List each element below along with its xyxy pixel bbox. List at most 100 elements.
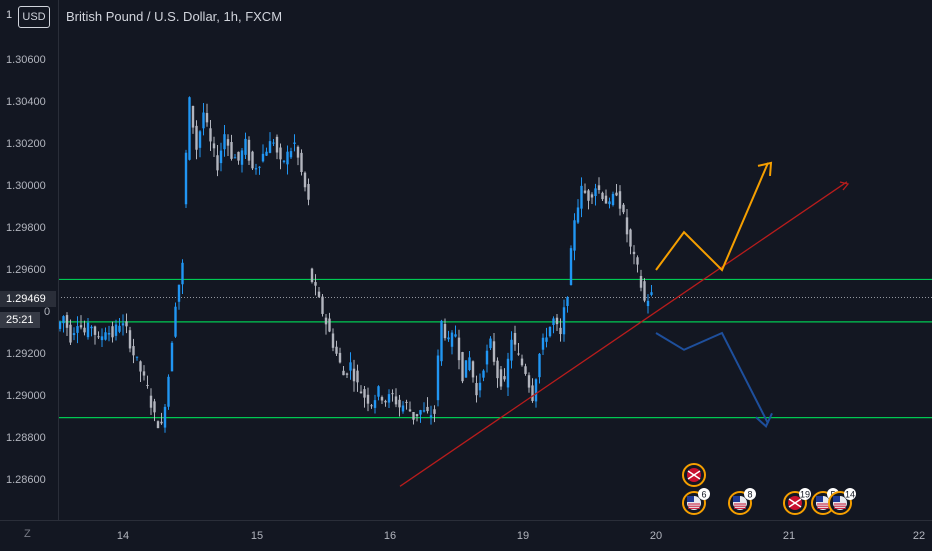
candle-body <box>461 352 464 382</box>
candle-body <box>629 229 632 247</box>
candle-body <box>534 379 538 402</box>
candle-body <box>289 151 293 158</box>
event-count-badge: 14 <box>845 490 855 500</box>
auto-scale-button[interactable]: Z <box>24 528 31 540</box>
price-tick: 1.28600 <box>6 474 46 486</box>
candle-body <box>482 370 485 378</box>
candle-body <box>223 134 226 150</box>
candle-body <box>639 275 643 288</box>
candle-body <box>121 323 125 326</box>
bullish-scenario-arrowhead <box>757 161 773 176</box>
candle-body <box>394 396 398 405</box>
candle-body <box>198 131 202 148</box>
event-icon-us-flag[interactable]: 14 <box>828 488 856 515</box>
candle-body <box>107 333 111 335</box>
candle-body <box>643 281 646 301</box>
candle-body <box>167 376 170 407</box>
candle-body <box>349 362 352 371</box>
candle-body <box>510 339 513 361</box>
price-tick: 1.29600 <box>6 264 46 276</box>
candle-body <box>247 139 251 161</box>
time-tick: 20 <box>649 530 663 542</box>
candle-body <box>359 391 363 394</box>
candle-body <box>321 296 324 314</box>
candle-body <box>506 358 510 388</box>
time-axis[interactable] <box>0 520 932 551</box>
currency-button[interactable]: USD <box>18 6 50 28</box>
candle-body <box>174 306 177 337</box>
candle-body <box>517 353 520 355</box>
candle-body <box>562 307 566 335</box>
candle-body <box>412 411 415 420</box>
candle-body <box>293 142 296 144</box>
candle-body <box>373 400 377 408</box>
time-tick: 21 <box>782 530 796 542</box>
candle-body <box>352 368 356 382</box>
candle-body <box>146 384 149 387</box>
candle-body <box>552 318 555 325</box>
candle-body <box>216 155 219 171</box>
candle-body <box>646 300 650 307</box>
candle-body <box>583 190 587 193</box>
candle-body <box>499 369 503 387</box>
candle-body <box>569 248 573 285</box>
candle-body <box>212 143 216 149</box>
candle-body <box>160 421 163 424</box>
candle-body <box>408 409 412 412</box>
event-icon-us-flag[interactable]: 6 <box>682 488 710 515</box>
event-icon-uk-flag[interactable] <box>682 463 706 487</box>
candle-body <box>468 357 471 371</box>
price-axis[interactable] <box>0 0 59 520</box>
candle-body <box>72 333 76 336</box>
candle-body <box>240 150 244 165</box>
candle-body <box>97 336 100 338</box>
candle-body <box>555 317 559 325</box>
candle-body <box>79 325 83 328</box>
price-tick-partial: 0 <box>44 306 51 318</box>
candle-body <box>475 383 478 396</box>
candle-body <box>384 400 387 403</box>
candle-body <box>69 324 72 343</box>
candle-body <box>324 317 328 325</box>
candle-body <box>303 172 307 188</box>
price-tick: 1.30600 <box>6 54 46 66</box>
candle-body <box>202 112 205 129</box>
candle-body <box>170 342 174 372</box>
candle-body <box>559 327 562 335</box>
candle-body <box>282 160 286 162</box>
candle-body <box>254 168 258 170</box>
candle-body <box>440 320 443 362</box>
candle-body <box>317 291 321 297</box>
candle-body <box>485 350 489 365</box>
event-icon-uk-flag[interactable]: 19 <box>783 488 811 515</box>
candle-body <box>209 128 212 142</box>
candle-body <box>405 401 408 403</box>
candle-body <box>489 338 492 349</box>
candle-body <box>184 152 188 205</box>
event-icon-us-flag[interactable]: 8 <box>728 488 756 515</box>
candle-body <box>275 136 279 153</box>
symbol-title: British Pound / U.S. Dollar, 1h, FXCM <box>66 9 283 24</box>
candle-body <box>76 326 79 333</box>
candle-body <box>191 105 195 128</box>
candle-body <box>377 386 380 397</box>
candle-body <box>636 257 639 265</box>
candle-body <box>338 352 342 363</box>
price-tick: 1.30000 <box>6 180 46 192</box>
candle-body <box>342 370 345 376</box>
candle-body <box>142 371 146 376</box>
candle-body <box>286 151 289 165</box>
candle-body <box>135 356 139 358</box>
price-tick: 1.29200 <box>6 348 46 360</box>
candle-body <box>195 125 198 150</box>
candle-body <box>62 316 65 324</box>
candle-body <box>177 284 181 302</box>
candle-body <box>366 394 370 404</box>
candle-body <box>86 322 90 338</box>
candle-body <box>531 385 534 401</box>
candle-body <box>205 113 209 123</box>
candle-body <box>419 410 422 415</box>
candle-body <box>597 185 601 191</box>
candle-body <box>244 138 247 155</box>
